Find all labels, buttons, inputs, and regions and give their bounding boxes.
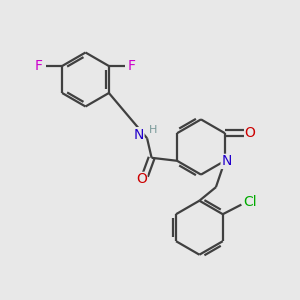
Text: F: F: [35, 59, 43, 73]
Text: O: O: [245, 126, 256, 140]
Text: F: F: [128, 59, 136, 73]
Text: N: N: [134, 128, 144, 142]
Text: N: N: [221, 154, 232, 168]
Text: O: O: [136, 172, 147, 186]
Text: H: H: [149, 125, 157, 135]
Text: Cl: Cl: [243, 195, 256, 209]
